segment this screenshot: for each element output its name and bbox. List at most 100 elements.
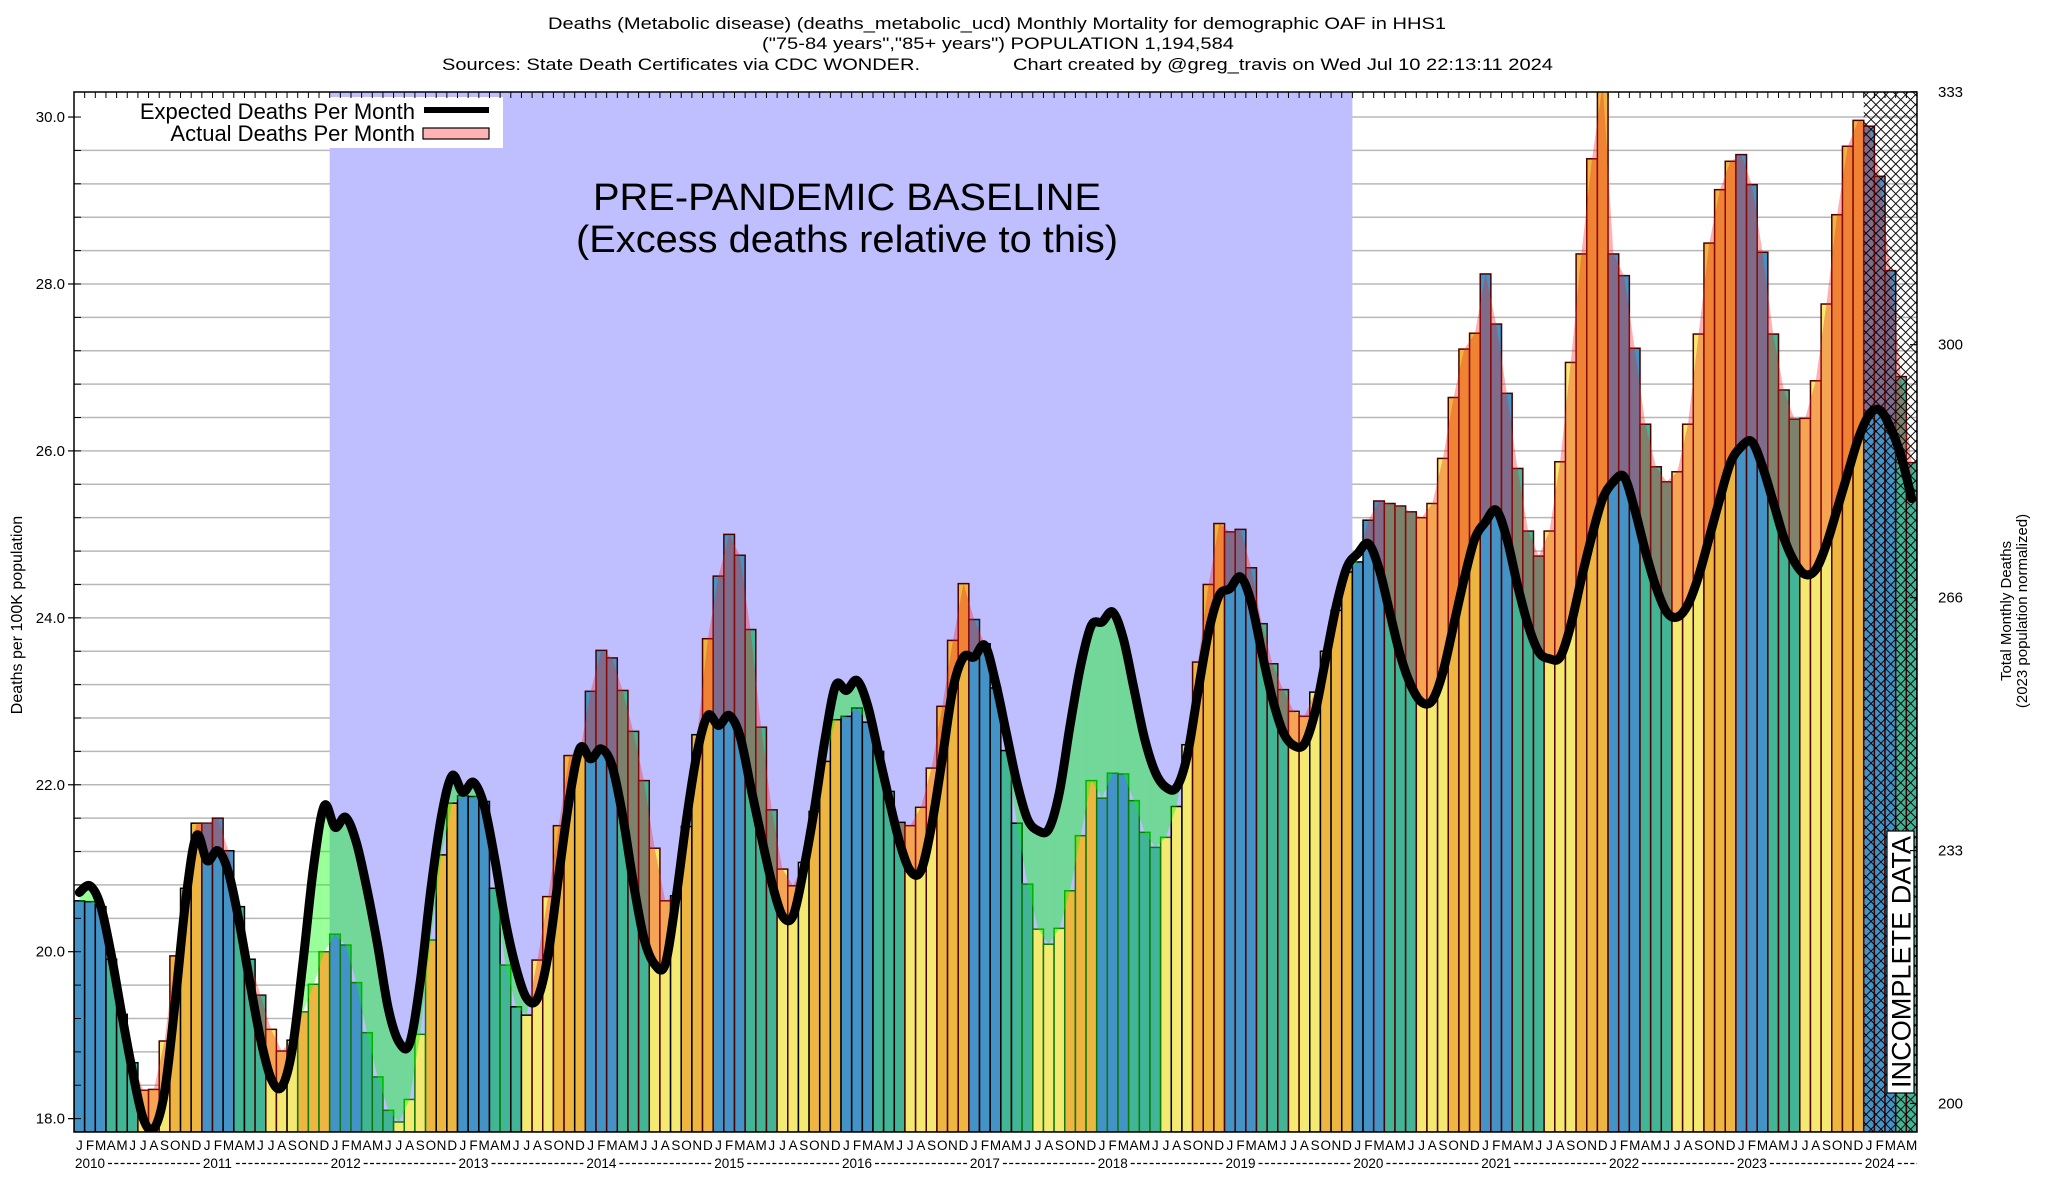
bar	[1266, 663, 1279, 1132]
bar	[1106, 772, 1119, 1132]
year-tick-label: 2024	[1865, 1156, 1896, 1171]
y2-tick-label: 200	[1938, 1096, 1963, 1113]
title-line-2: ("75-84 years","85+ years") POPULATION 1…	[762, 34, 1234, 53]
excess-area	[1624, 275, 1635, 510]
excess-area	[1634, 348, 1646, 552]
month-tick-label: A	[1257, 1138, 1266, 1153]
deficit-area	[1027, 819, 1039, 930]
year-tick-label: 2010	[75, 1156, 105, 1171]
axis-ticks	[68, 91, 1917, 1120]
excess-area	[1496, 324, 1507, 539]
month-tick-label: J	[523, 1138, 530, 1153]
month-tick-label: O	[170, 1138, 181, 1153]
excess-area	[729, 534, 740, 736]
month-tick-label: M	[479, 1138, 490, 1153]
month-tick-label: J	[385, 1138, 392, 1153]
month-tick-label: A	[746, 1138, 755, 1153]
excess-area	[1560, 362, 1571, 658]
month-tick-label: F	[725, 1138, 733, 1153]
month-tick-label: O	[937, 1138, 948, 1153]
month-tick-label: A	[405, 1138, 414, 1153]
deficit-area	[1038, 829, 1049, 945]
bar	[1287, 710, 1300, 1132]
month-tick-label: M	[606, 1138, 617, 1153]
month-tick-label: J	[76, 1138, 83, 1153]
month-tick-label: O	[1320, 1138, 1331, 1153]
month-tick-label: F	[853, 1138, 861, 1153]
month-tick-label: A	[362, 1138, 371, 1153]
month-tick-label: S	[1822, 1138, 1831, 1153]
excess-area	[1464, 333, 1475, 579]
month-tick-label: D	[192, 1138, 202, 1153]
bar	[1255, 622, 1268, 1132]
month-tick-label: J	[1226, 1138, 1233, 1153]
y-tick-label: 22.0	[36, 777, 65, 794]
month-tick-label: J	[1035, 1138, 1042, 1153]
month-tick-label: J	[257, 1138, 264, 1153]
month-tick-label: A	[1683, 1138, 1692, 1153]
month-tick-label: S	[671, 1138, 680, 1153]
month-tick-label: J	[1152, 1138, 1159, 1153]
month-tick-label: D	[319, 1138, 329, 1153]
excess-area	[1219, 523, 1230, 596]
excess-area	[1485, 273, 1497, 522]
bar	[829, 718, 842, 1132]
month-tick-label: M	[1011, 1138, 1022, 1153]
excess-area	[1719, 161, 1731, 499]
month-tick-label: M	[372, 1138, 383, 1153]
month-tick-label: J	[1099, 1138, 1106, 1153]
excess-area	[271, 1029, 282, 1087]
month-tick-label: D	[703, 1138, 713, 1153]
deficit-area	[1080, 625, 1092, 836]
y2-axis-title-line-2: (2023 population normalized)	[2014, 514, 2031, 708]
month-tick-label: J	[332, 1138, 339, 1153]
month-tick-label: D	[831, 1138, 841, 1153]
month-tick-label: D	[447, 1138, 457, 1153]
incomplete-data-label: INCOMPLETE DATA	[1886, 830, 1917, 1094]
excess-area	[1293, 711, 1305, 746]
excess-area	[622, 690, 634, 883]
year-tick-label: 2021	[1481, 1156, 1511, 1171]
deficit-area	[1091, 622, 1103, 799]
legend: Expected Deaths Per Month Actual Deaths …	[75, 97, 503, 148]
excess-area	[782, 869, 794, 916]
bar	[1095, 797, 1109, 1132]
month-tick-label: A	[916, 1138, 925, 1153]
month-tick-label: F	[214, 1138, 222, 1153]
month-tick-label: F	[1236, 1138, 1244, 1153]
month-tick-label: O	[681, 1138, 692, 1153]
title-line-1: Deaths (Metabolic disease) (deaths_metab…	[548, 14, 1446, 33]
excess-area	[1613, 253, 1625, 482]
month-tick-label: J	[1163, 1138, 1170, 1153]
month-tick-label: F	[1620, 1138, 1628, 1153]
month-tick-label: O	[553, 1138, 564, 1153]
month-tick-label: M	[1246, 1138, 1257, 1153]
month-tick-label: J	[1791, 1138, 1798, 1153]
month-tick-label: A	[874, 1138, 883, 1153]
bar	[1053, 927, 1066, 1132]
excess-area	[643, 780, 655, 965]
month-tick-label: F	[86, 1138, 94, 1153]
deficit-area	[1133, 688, 1145, 833]
bar	[1074, 834, 1087, 1132]
excess-area	[1570, 253, 1582, 626]
y2-tick-label: 266	[1938, 590, 1963, 607]
month-tick-label: A	[1641, 1138, 1650, 1153]
month-tick-label: S	[1694, 1138, 1703, 1153]
year-tick-label: 2013	[459, 1156, 489, 1171]
month-tick-label: D	[1087, 1138, 1097, 1153]
excess-area	[1400, 506, 1411, 686]
bar	[488, 887, 501, 1132]
year-tick-label: 2017	[970, 1156, 1000, 1171]
expected-deaths-line	[74, 404, 1917, 1132]
excess-area	[654, 848, 666, 965]
bar	[83, 900, 97, 1132]
month-tick-label: N	[564, 1138, 574, 1153]
deficit-area	[1165, 787, 1177, 838]
month-tick-label: O	[298, 1138, 309, 1153]
bar	[371, 1076, 384, 1132]
y-tick-label: 20.0	[36, 944, 65, 961]
bar	[520, 1014, 533, 1132]
